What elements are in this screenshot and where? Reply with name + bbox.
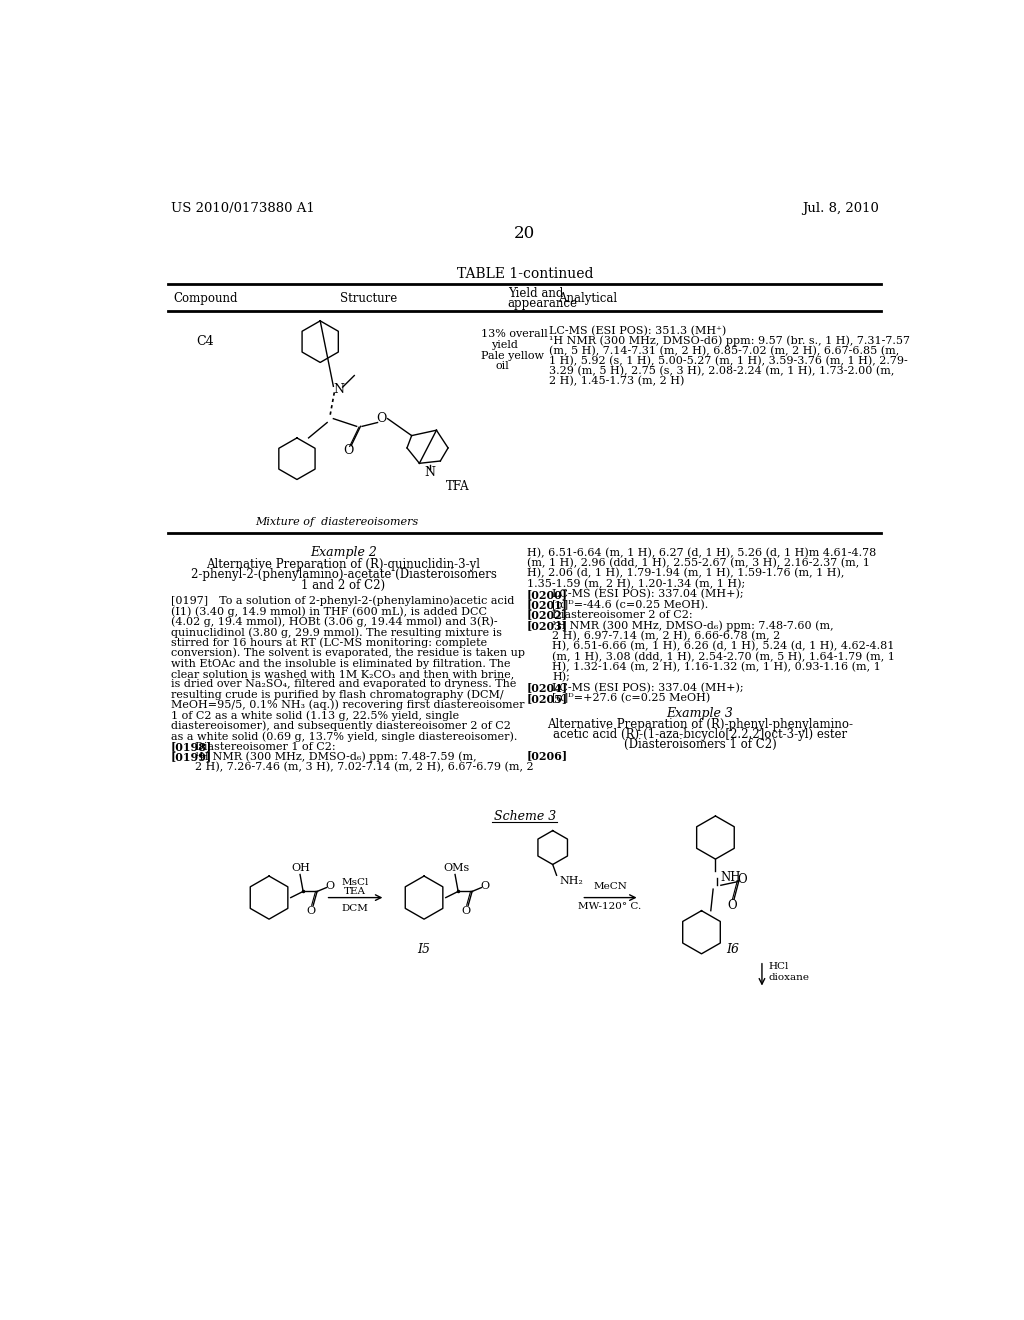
Text: (4.02 g, 19.4 mmol), HOBt (3.06 g, 19.44 mmol) and 3(R)-: (4.02 g, 19.4 mmol), HOBt (3.06 g, 19.44…: [171, 616, 498, 627]
Text: 2 H), 1.45-1.73 (m, 2 H): 2 H), 1.45-1.73 (m, 2 H): [549, 376, 684, 387]
Text: Compound: Compound: [173, 292, 238, 305]
Text: TFA: TFA: [445, 480, 469, 492]
Text: clear solution is washed with 1M K₂CO₃ and then with brine,: clear solution is washed with 1M K₂CO₃ a…: [171, 669, 514, 678]
Text: oil: oil: [496, 362, 509, 371]
Text: H), 6.51-6.66 (m, 1 H), 6.26 (d, 1 H), 5.24 (d, 1 H), 4.62-4.81: H), 6.51-6.66 (m, 1 H), 6.26 (d, 1 H), 5…: [552, 642, 894, 651]
Text: MeOH=95/5, 0.1% NH₃ (aq.)) recovering first diastereoisomer: MeOH=95/5, 0.1% NH₃ (aq.)) recovering fi…: [171, 700, 524, 710]
Text: O: O: [480, 880, 489, 891]
Text: [α]ᴰ=-44.6 (c=0.25 MeOH).: [α]ᴰ=-44.6 (c=0.25 MeOH).: [552, 599, 709, 610]
Text: Example 3: Example 3: [667, 708, 733, 721]
Text: Structure: Structure: [340, 292, 397, 305]
Text: H), 6.51-6.64 (m, 1 H), 6.27 (d, 1 H), 5.26 (d, 1 H)m 4.61-4.78: H), 6.51-6.64 (m, 1 H), 6.27 (d, 1 H), 5…: [527, 548, 877, 558]
Text: Scheme 3: Scheme 3: [494, 810, 556, 824]
Text: Pale yellow: Pale yellow: [480, 351, 544, 360]
Text: LC-MS (ESI POS): 337.04 (MH+);: LC-MS (ESI POS): 337.04 (MH+);: [552, 589, 743, 599]
Text: Jul. 8, 2010: Jul. 8, 2010: [802, 202, 879, 215]
Text: (m, 1 H), 3.08 (ddd, 1 H), 2.54-2.70 (m, 5 H), 1.64-1.79 (m, 1: (m, 1 H), 3.08 (ddd, 1 H), 2.54-2.70 (m,…: [552, 651, 895, 661]
Text: Alternative Preparation of (R)-phenyl-phenylamino-: Alternative Preparation of (R)-phenyl-ph…: [547, 718, 853, 731]
Text: [0203]: [0203]: [527, 620, 568, 631]
Text: Diastereoisomer 2 of C2:: Diastereoisomer 2 of C2:: [552, 610, 692, 620]
Text: diastereoisomer), and subsequently diastereoisomer 2 of C2: diastereoisomer), and subsequently diast…: [171, 721, 511, 731]
Text: Mixture of  diastereoisomers: Mixture of diastereoisomers: [256, 517, 419, 527]
Text: 2 H), 7.26-7.46 (m, 3 H), 7.02-7.14 (m, 2 H), 6.67-6.79 (m, 2: 2 H), 7.26-7.46 (m, 3 H), 7.02-7.14 (m, …: [196, 762, 535, 772]
Text: [0205]: [0205]: [527, 693, 568, 704]
Text: [0198]: [0198]: [171, 742, 212, 752]
Text: O: O: [306, 906, 315, 916]
Text: N: N: [333, 383, 344, 396]
Text: 2 H), 6.97-7.14 (m, 2 H), 6.66-6.78 (m, 2: 2 H), 6.97-7.14 (m, 2 H), 6.66-6.78 (m, …: [552, 631, 780, 642]
Text: O: O: [737, 873, 748, 886]
Text: NH: NH: [720, 871, 740, 884]
Text: [0197] To a solution of 2-phenyl-2-(phenylamino)acetic acid: [0197] To a solution of 2-phenyl-2-(phen…: [171, 595, 514, 606]
Text: (m, 5 H), 7.14-7.31 (m, 2 H), 6.85-7.02 (m, 2 H), 6.67-6.85 (m,: (m, 5 H), 7.14-7.31 (m, 2 H), 6.85-7.02 …: [549, 346, 899, 356]
Text: MW-120° C.: MW-120° C.: [579, 903, 642, 911]
Text: [0202]: [0202]: [527, 610, 568, 620]
Text: yield: yield: [490, 339, 517, 350]
Text: 1 and 2 of C2): 1 and 2 of C2): [301, 579, 385, 593]
Text: OMs: OMs: [443, 863, 470, 874]
Text: US 2010/0173880 A1: US 2010/0173880 A1: [171, 202, 314, 215]
Text: Analytical: Analytical: [558, 292, 617, 305]
Text: [0204]: [0204]: [527, 682, 568, 693]
Text: O: O: [326, 880, 335, 891]
Text: stirred for 16 hours at RT (LC-MS monitoring: complete: stirred for 16 hours at RT (LC-MS monito…: [171, 638, 486, 648]
Text: TABLE 1-continued: TABLE 1-continued: [457, 267, 593, 281]
Text: conversion). The solvent is evaporated, the residue is taken up: conversion). The solvent is evaporated, …: [171, 648, 524, 659]
Text: acetic acid (R)-(1-aza-bicyclo[2.2.2]oct-3-yl) ester: acetic acid (R)-(1-aza-bicyclo[2.2.2]oct…: [553, 729, 847, 741]
Text: ¹H NMR (300 MHz, DMSO-d6) ppm: 9.57 (br. s., 1 H), 7.31-7.57: ¹H NMR (300 MHz, DMSO-d6) ppm: 9.57 (br.…: [549, 335, 910, 346]
Text: O: O: [462, 906, 470, 916]
Text: Alternative Preparation of (R)-quinuclidin-3-yl: Alternative Preparation of (R)-quinuclid…: [207, 557, 480, 570]
Text: Example 2: Example 2: [310, 546, 377, 560]
Text: [0199]: [0199]: [171, 751, 212, 763]
Text: [α]ᴰ=+27.6 (c=0.25 MeOH): [α]ᴰ=+27.6 (c=0.25 MeOH): [552, 693, 711, 704]
Text: 3.29 (m, 5 H), 2.75 (s, 3 H), 2.08-2.24 (m, 1 H), 1.73-2.00 (m,: 3.29 (m, 5 H), 2.75 (s, 3 H), 2.08-2.24 …: [549, 366, 894, 376]
Text: MsCl: MsCl: [341, 878, 369, 887]
Text: (Diasteroisomers 1 of C2): (Diasteroisomers 1 of C2): [624, 738, 776, 751]
Text: LC-MS (ESI POS): 351.3 (MH⁺): LC-MS (ESI POS): 351.3 (MH⁺): [549, 326, 726, 337]
Text: H), 1.32-1.64 (m, 2 H), 1.16-1.32 (m, 1 H), 0.93-1.16 (m, 1: H), 1.32-1.64 (m, 2 H), 1.16-1.32 (m, 1 …: [552, 661, 881, 672]
Text: 1 H), 5.92 (s, 1 H), 5.00-5.27 (m, 1 H), 3.59-3.76 (m, 1 H), 2.79-: 1 H), 5.92 (s, 1 H), 5.00-5.27 (m, 1 H),…: [549, 355, 907, 366]
Text: ¹H NMR (300 MHz, DMSO-d₆) ppm: 7.48-7.59 (m,: ¹H NMR (300 MHz, DMSO-d₆) ppm: 7.48-7.59…: [196, 752, 477, 763]
Text: 2-phenyl-2-(phenylamino)-acetate (Diasteroisomers: 2-phenyl-2-(phenylamino)-acetate (Diaste…: [190, 569, 497, 582]
Text: (I1) (3.40 g, 14.9 mmol) in THF (600 mL), is added DCC: (I1) (3.40 g, 14.9 mmol) in THF (600 mL)…: [171, 606, 486, 616]
Text: (m, 1 H), 2.96 (ddd, 1 H), 2.55-2.67 (m, 3 H), 2.16-2.37 (m, 1: (m, 1 H), 2.96 (ddd, 1 H), 2.55-2.67 (m,…: [527, 558, 870, 568]
Text: NH₂: NH₂: [560, 875, 584, 886]
Text: 20: 20: [514, 226, 536, 243]
Text: dioxane: dioxane: [768, 973, 809, 982]
Text: HCl: HCl: [768, 962, 788, 972]
Text: N: N: [425, 466, 436, 479]
Text: resulting crude is purified by flash chromatography (DCM/: resulting crude is purified by flash chr…: [171, 689, 503, 700]
Text: I5: I5: [418, 944, 430, 957]
Text: [0200]: [0200]: [527, 589, 568, 599]
Text: O: O: [343, 445, 353, 458]
Text: 1.35-1.59 (m, 2 H), 1.20-1.34 (m, 1 H);: 1.35-1.59 (m, 2 H), 1.20-1.34 (m, 1 H);: [527, 578, 745, 589]
Text: H);: H);: [552, 672, 569, 682]
Text: O: O: [376, 412, 387, 425]
Text: O: O: [728, 899, 737, 912]
Text: C4: C4: [197, 335, 214, 348]
Text: quinuclidinol (3.80 g, 29.9 mmol). The resulting mixture is: quinuclidinol (3.80 g, 29.9 mmol). The r…: [171, 627, 502, 638]
Text: DCM: DCM: [342, 904, 369, 913]
Text: TEA: TEA: [344, 887, 366, 896]
Text: is dried over Na₂SO₄, filtered and evaporated to dryness. The: is dried over Na₂SO₄, filtered and evapo…: [171, 680, 516, 689]
Text: [0206]: [0206]: [527, 750, 568, 760]
Text: OH: OH: [292, 863, 310, 874]
Text: as a white solid (0.69 g, 13.7% yield, single diastereoisomer).: as a white solid (0.69 g, 13.7% yield, s…: [171, 731, 517, 742]
Text: with EtOAc and the insoluble is eliminated by filtration. The: with EtOAc and the insoluble is eliminat…: [171, 659, 510, 668]
Text: LC-MS (ESI POS): 337.04 (MH+);: LC-MS (ESI POS): 337.04 (MH+);: [552, 682, 743, 693]
Text: Diastereoisomer 1 of C2:: Diastereoisomer 1 of C2:: [196, 742, 336, 751]
Text: Yield and: Yield and: [508, 288, 563, 301]
Text: H), 2.06 (d, 1 H), 1.79-1.94 (m, 1 H), 1.59-1.76 (m, 1 H),: H), 2.06 (d, 1 H), 1.79-1.94 (m, 1 H), 1…: [527, 568, 845, 578]
Text: 13% overall: 13% overall: [480, 329, 548, 339]
Text: MeCN: MeCN: [593, 882, 627, 891]
Text: I6: I6: [726, 944, 739, 957]
Text: appearance: appearance: [508, 297, 578, 310]
Text: ¹H NMR (300 MHz, DMSO-d₆) ppm: 7.48-7.60 (m,: ¹H NMR (300 MHz, DMSO-d₆) ppm: 7.48-7.60…: [552, 620, 834, 631]
Text: 1 of C2 as a white solid (1.13 g, 22.5% yield, single: 1 of C2 as a white solid (1.13 g, 22.5% …: [171, 710, 459, 721]
Text: [0201]: [0201]: [527, 599, 568, 610]
